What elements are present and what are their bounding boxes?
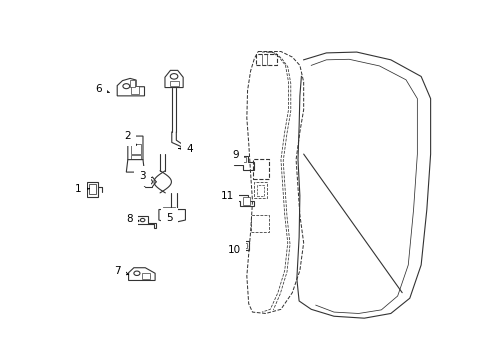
Circle shape <box>134 271 140 275</box>
Polygon shape <box>127 136 142 165</box>
Text: 8: 8 <box>126 214 139 224</box>
Text: 9: 9 <box>232 150 238 159</box>
Polygon shape <box>164 70 183 87</box>
FancyBboxPatch shape <box>238 243 246 248</box>
Polygon shape <box>126 159 144 172</box>
Polygon shape <box>128 268 155 280</box>
FancyBboxPatch shape <box>131 86 139 94</box>
FancyBboxPatch shape <box>243 197 249 205</box>
FancyBboxPatch shape <box>236 242 248 250</box>
Circle shape <box>122 84 129 89</box>
FancyBboxPatch shape <box>89 184 96 194</box>
Text: 11: 11 <box>220 191 233 201</box>
FancyBboxPatch shape <box>131 144 141 154</box>
FancyBboxPatch shape <box>131 155 141 159</box>
FancyBboxPatch shape <box>235 157 245 162</box>
Text: 1: 1 <box>75 184 89 194</box>
FancyBboxPatch shape <box>130 80 135 87</box>
Polygon shape <box>137 216 156 228</box>
Circle shape <box>140 219 144 222</box>
Polygon shape <box>159 210 185 223</box>
FancyBboxPatch shape <box>87 182 98 197</box>
FancyBboxPatch shape <box>163 207 175 212</box>
Circle shape <box>144 179 152 185</box>
Text: 7: 7 <box>114 266 128 276</box>
Circle shape <box>145 275 149 278</box>
Circle shape <box>170 73 178 79</box>
Polygon shape <box>233 156 253 170</box>
Text: 4: 4 <box>178 144 193 153</box>
Text: 3: 3 <box>139 171 145 181</box>
Text: 6: 6 <box>95 84 109 94</box>
Polygon shape <box>117 78 144 96</box>
FancyBboxPatch shape <box>169 81 178 86</box>
Text: 2: 2 <box>124 131 136 145</box>
FancyBboxPatch shape <box>142 273 149 279</box>
Text: 10: 10 <box>228 245 241 255</box>
Text: 5: 5 <box>165 213 173 223</box>
Polygon shape <box>233 195 253 207</box>
